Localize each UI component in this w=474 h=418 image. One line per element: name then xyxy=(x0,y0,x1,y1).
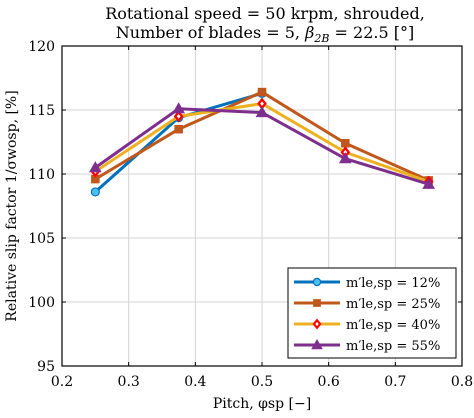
legend-swatch-marker xyxy=(313,299,321,307)
title-line-1: Rotational speed = 50 krpm, shrouded, xyxy=(105,4,425,23)
data-point xyxy=(341,139,350,148)
x-tick-label: 0.7 xyxy=(384,374,406,390)
y-tick-label: 100 xyxy=(28,295,55,311)
chart-title: Rotational speed = 50 krpm, shrouded,Num… xyxy=(105,4,425,45)
y-tick-label: 95 xyxy=(37,359,55,375)
title-line-2: Number of blades = 5, β2B = 22.5 [°] xyxy=(116,23,414,45)
legend-swatch-marker-center xyxy=(315,321,319,327)
y-axis-label: Relative slip factor 1/σwosp, [%] xyxy=(4,90,20,321)
legend-item-2: m′le,sp = 25% xyxy=(294,297,440,312)
data-point-center xyxy=(260,101,264,106)
legend-swatch-marker xyxy=(312,277,322,287)
legend-label: m′le,sp = 12% xyxy=(346,276,440,291)
data-point xyxy=(257,87,267,97)
x-tick-label: 0.5 xyxy=(251,374,273,390)
legend-item-4: m′le,sp = 55% xyxy=(294,339,440,354)
data-point xyxy=(172,102,186,114)
x-tick-label: 0.3 xyxy=(118,374,140,390)
data-point-center xyxy=(176,114,181,119)
data-point xyxy=(338,152,352,164)
data-point xyxy=(255,106,269,118)
x-tick-label: 0.2 xyxy=(51,374,73,390)
series-layer xyxy=(88,87,436,197)
legend-item-3: m′le,sp = 40% xyxy=(294,318,440,333)
tick-layer: 0.2 0.3 0.4 0.5 0.6 0.7 0.8 95 100 105 110 115 120 xyxy=(28,39,473,390)
legend-label: m′le,sp = 40% xyxy=(346,318,440,333)
legend: m′le,sp = 12% m′le,sp = 25% m′le,sp = 40% m… xyxy=(287,267,457,359)
series-4 xyxy=(88,102,436,189)
legend-swatch-marker xyxy=(311,339,323,350)
y-tick-label: 110 xyxy=(28,167,55,183)
y-tick-label: 120 xyxy=(28,39,55,55)
x-tick-label: 0.6 xyxy=(318,374,340,390)
data-point xyxy=(90,187,100,197)
legend-label: m′le,sp = 25% xyxy=(346,297,440,312)
y-tick-label: 105 xyxy=(28,231,55,247)
data-point xyxy=(174,124,183,134)
data-point xyxy=(422,177,436,189)
x-axis-label: Pitch, φsp [−] xyxy=(213,396,311,412)
legend-label: m′le,sp = 55% xyxy=(346,339,440,354)
data-point xyxy=(88,161,102,173)
y-tick-label: 115 xyxy=(28,103,55,119)
legend-item-1: m′le,sp = 12% xyxy=(294,276,440,291)
x-tick-label: 0.8 xyxy=(451,374,473,390)
x-tick-label: 0.4 xyxy=(184,374,206,390)
